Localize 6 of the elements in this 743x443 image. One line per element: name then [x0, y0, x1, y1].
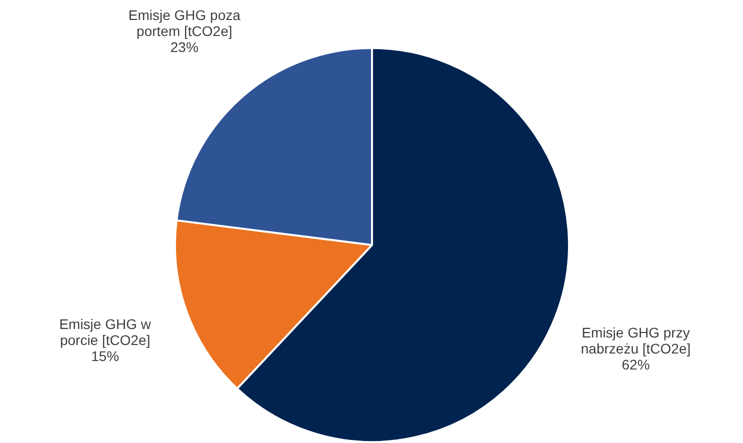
- slice-label: Emisje GHG w porcie [tCO2e]: [59, 316, 152, 348]
- data-label: 15%: [91, 348, 120, 364]
- data-label: 23%: [170, 39, 198, 56]
- data-label: 62%: [622, 356, 650, 372]
- slice-label: Emisje GHG przy nabrzeżu [tCO2e]: [580, 324, 691, 356]
- slice-label: Emisje GHG poza portem [tCO2e]: [128, 7, 241, 40]
